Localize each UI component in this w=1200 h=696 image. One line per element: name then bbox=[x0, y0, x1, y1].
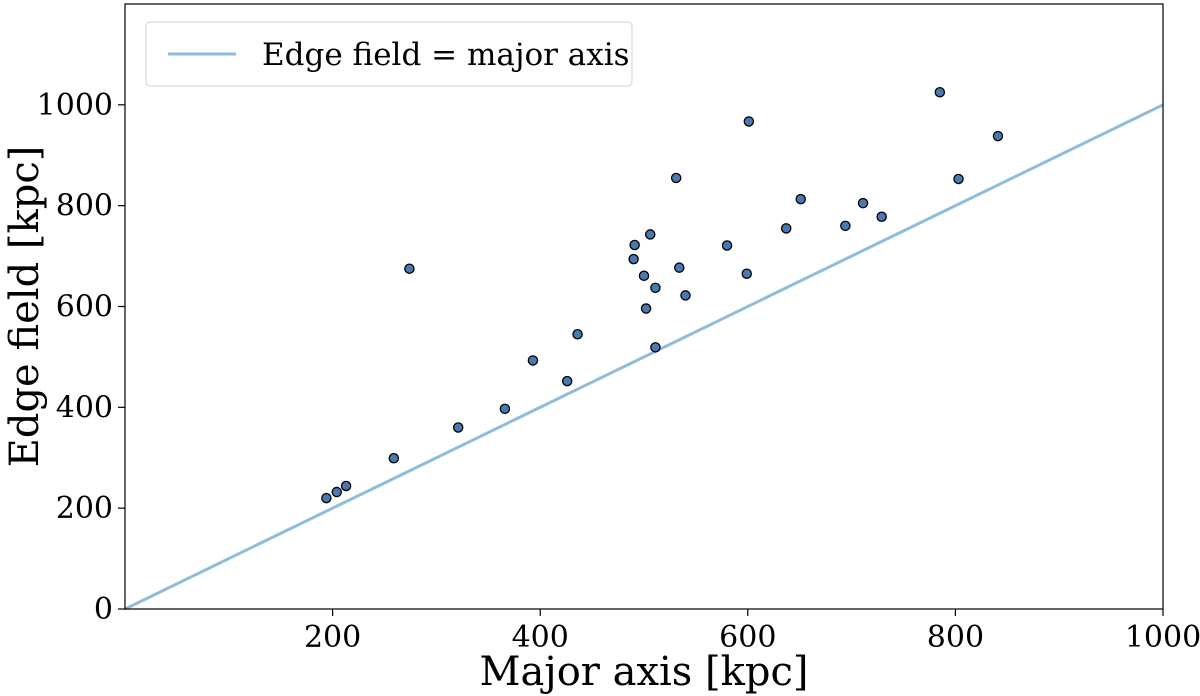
legend: Edge field = major axis bbox=[145, 21, 633, 87]
x-tick-label: 400 bbox=[512, 620, 569, 655]
data-point bbox=[340, 480, 352, 492]
data-point bbox=[527, 355, 539, 366]
y-tick-label: 0 bbox=[94, 592, 113, 627]
data-point bbox=[795, 193, 806, 205]
data-point bbox=[650, 282, 661, 294]
legend-box bbox=[145, 21, 633, 87]
x-tick-label: 1000 bbox=[1125, 620, 1200, 655]
x-tick-label: 200 bbox=[304, 620, 361, 655]
data-point bbox=[992, 130, 1004, 142]
data-point bbox=[628, 253, 639, 265]
data-point bbox=[331, 486, 343, 498]
data-point bbox=[572, 328, 583, 340]
data-point bbox=[721, 240, 733, 251]
data-point bbox=[452, 422, 464, 433]
y-tick-label: 1000 bbox=[37, 88, 113, 123]
data-point bbox=[404, 263, 415, 274]
data-point bbox=[644, 229, 656, 240]
data-point bbox=[321, 492, 332, 504]
data-point bbox=[840, 220, 851, 232]
reference-line bbox=[124, 103, 1164, 611]
axis-ticks: 200 400 600 800 1000 0 200 400 600 800 1000 bbox=[37, 88, 1200, 655]
x-axis-label: Major axis [kpc] bbox=[479, 649, 808, 695]
data-point bbox=[629, 239, 640, 251]
data-point bbox=[640, 303, 652, 314]
data-point bbox=[953, 173, 964, 185]
y-tick-label: 800 bbox=[56, 189, 113, 224]
data-point bbox=[780, 223, 792, 234]
data-point bbox=[650, 342, 661, 353]
x-tick-label: 800 bbox=[927, 620, 984, 655]
data-point bbox=[741, 268, 753, 279]
data-point bbox=[876, 211, 887, 223]
plot-marks bbox=[124, 86, 1164, 611]
legend-label: Edge field = major axis bbox=[262, 37, 630, 73]
y-tick-label: 600 bbox=[56, 290, 113, 325]
data-point bbox=[638, 270, 650, 281]
data-point bbox=[857, 197, 869, 209]
data-point bbox=[388, 453, 400, 464]
data-point bbox=[561, 375, 573, 387]
x-tick-label: 600 bbox=[719, 620, 776, 655]
data-point bbox=[680, 290, 691, 301]
y-tick-label: 400 bbox=[56, 390, 113, 425]
data-point bbox=[743, 116, 755, 127]
data-point bbox=[499, 403, 511, 415]
y-axis-label: Edge field [kpc] bbox=[2, 146, 48, 468]
data-point bbox=[934, 86, 946, 98]
data-point bbox=[674, 262, 685, 273]
y-tick-label: 200 bbox=[56, 491, 113, 526]
data-point bbox=[670, 172, 682, 184]
